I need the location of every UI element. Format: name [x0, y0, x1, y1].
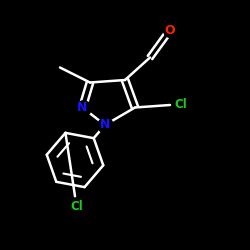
Text: O: O	[165, 24, 175, 36]
Text: N: N	[100, 118, 110, 132]
Text: Cl: Cl	[70, 200, 83, 213]
Text: N: N	[77, 101, 88, 114]
Text: Cl: Cl	[174, 98, 187, 111]
